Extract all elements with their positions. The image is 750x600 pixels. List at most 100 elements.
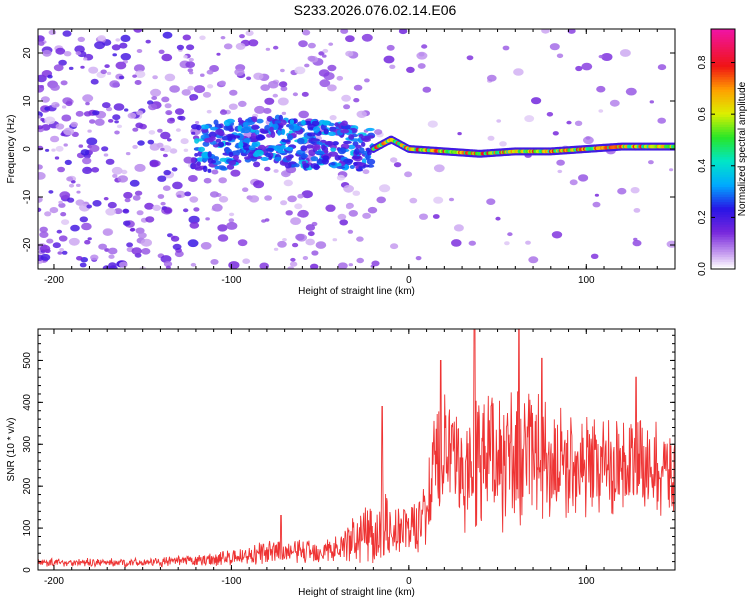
signal-blob [359,147,365,154]
noise-blob [111,166,123,175]
colorbar-segment [711,94,735,98]
noise-blob [91,167,100,173]
colorbar-segment [711,219,735,223]
noise-blob [162,153,168,158]
colorbar-segment [711,101,735,105]
noise-blob [345,204,353,210]
noise-blob [594,193,600,197]
colorbar-segment [711,64,735,68]
noise-blob [134,80,142,85]
noise-blob [292,242,299,248]
signal-blob [243,137,251,143]
noise-blob [566,120,572,125]
noise-blob [50,83,60,91]
noise-blob [59,191,71,200]
noise-blob [38,41,45,46]
noise-blob [114,120,119,124]
noise-blob [601,53,613,61]
colorbar-segment [711,211,735,215]
signal-blob [286,155,291,161]
signal-blob [330,162,336,166]
noise-blob [87,129,92,133]
noise-blob [328,42,334,46]
noise-blob [246,76,252,81]
colorbar-segment [711,244,735,248]
noise-blob [181,89,191,96]
noise-blob [264,166,271,172]
noise-blob [304,63,310,68]
colorbar-segment [711,266,735,270]
signal-blob [334,122,340,127]
signal-blob [285,146,294,151]
signal-blob [207,158,214,164]
noise-blob [254,105,266,114]
noise-blob [432,214,440,219]
signal-blob [289,119,295,125]
noise-blob [578,174,589,182]
signal-blob [200,124,210,130]
noise-blob [144,202,155,210]
noise-blob [295,233,305,241]
noise-blob [345,50,354,57]
noise-blob [60,212,67,217]
signal-blob [242,121,249,128]
colorbar-segment [711,84,735,88]
colorbar-segment [711,264,735,268]
noise-blob [528,256,539,264]
colorbar-segment [711,44,735,48]
noise-blob [421,44,428,49]
noise-blob [383,55,395,64]
noise-blob [150,88,162,97]
noise-blob [302,256,309,260]
colorbar-segment [711,51,735,55]
noise-blob [175,128,181,132]
noise-blob [598,54,604,59]
colorbar-segment [711,129,735,133]
noise-blob [409,197,418,204]
noise-blob [112,114,121,121]
noise-blob [167,117,175,124]
colorbar-segment [711,89,735,93]
noise-blob [135,227,145,234]
noise-blob [404,171,413,178]
noise-blob [362,212,371,219]
y-tick-label: 0 [22,146,33,152]
noise-blob [487,135,495,141]
noise-blob [39,231,49,238]
noise-blob [290,217,302,226]
noise-blob [287,195,297,203]
noise-blob [124,198,131,203]
noise-blob [106,71,112,75]
signal-blob [201,151,210,159]
noise-blob [453,224,464,232]
noise-blob [183,208,189,213]
noise-blob [499,141,507,147]
noise-blob [374,129,383,135]
noise-blob [448,197,455,202]
signal-blob [366,158,376,165]
noise-blob [468,240,476,246]
noise-blob [297,193,304,199]
noise-blob [569,179,578,186]
signal-blob [237,117,243,122]
noise-blob [92,200,102,207]
noise-blob [160,201,166,206]
noise-blob [59,248,64,252]
colorbar-label: Normalized spectral amplitude [737,81,748,216]
noise-blob [329,115,337,121]
signal-blob [226,164,235,170]
noise-blob [619,49,631,57]
noise-blob [248,195,260,203]
noise-blob [90,78,99,85]
noise-blob [105,158,115,165]
noise-blob [125,152,131,156]
signal-blob [310,156,319,162]
noise-blob [200,73,205,77]
noise-blob [581,62,593,71]
colorbar-segment [711,199,735,203]
noise-blob [218,196,229,203]
colorbar-segment [711,166,735,170]
colorbar-segment [711,159,735,163]
noise-blob [598,109,604,113]
noise-blob [52,242,61,249]
